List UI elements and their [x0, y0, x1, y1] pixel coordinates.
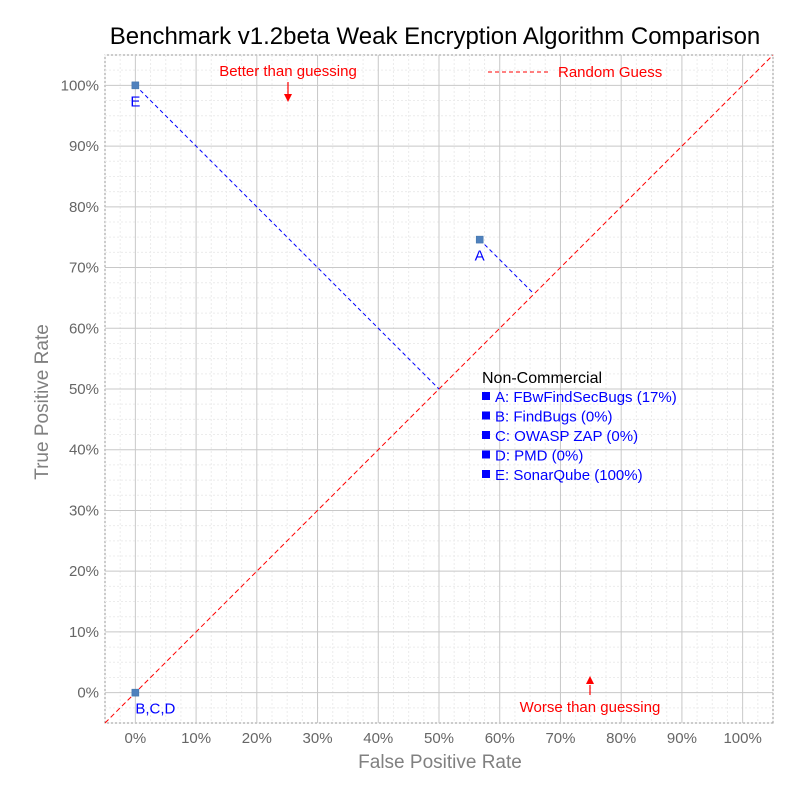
y-tick-label: 10% [69, 624, 99, 641]
legend-swatch [482, 450, 490, 459]
down-arrow-icon [284, 82, 292, 102]
y-tick-label: 80% [69, 199, 99, 216]
legend-item: C: OWASP ZAP (0%) [495, 428, 638, 445]
y-tick-label: 70% [69, 260, 99, 277]
x-axis-ticks: 0% 10% 20% 30% 40% 50% 60% 70% 80% 90% 100% [125, 730, 762, 747]
tool-legend: Non-Commercial A: FBwFindSecBugs (17%) B:… [482, 370, 677, 484]
data-point [131, 688, 140, 697]
legend-heading: Non-Commercial [482, 370, 602, 387]
legend-item: D: PMD (0%) [495, 448, 583, 465]
legend-item: A: FBwFindSecBugs (17%) [495, 389, 677, 406]
y-tick-label: 50% [69, 381, 99, 398]
x-tick-label: 30% [303, 730, 333, 747]
x-tick-label: 0% [125, 730, 147, 747]
x-tick-label: 90% [667, 730, 697, 747]
point-label: A [475, 248, 485, 265]
y-tick-label: 20% [69, 563, 99, 580]
x-tick-label: 60% [485, 730, 515, 747]
y-tick-label: 100% [61, 77, 99, 94]
projection-line [135, 85, 440, 390]
data-points: A E B,C,D [130, 81, 485, 718]
legend-item: E: SonarQube (100%) [495, 467, 643, 484]
data-point [131, 81, 140, 90]
reference-legend-label: Random Guess [558, 64, 662, 81]
point-label: E [130, 93, 140, 110]
x-tick-label: 40% [363, 730, 393, 747]
y-tick-label: 60% [69, 320, 99, 337]
worse-than-guessing-label: Worse than guessing [520, 699, 661, 716]
x-tick-label: 50% [424, 730, 454, 747]
x-tick-label: 80% [606, 730, 636, 747]
up-arrow-icon [586, 676, 594, 695]
y-tick-label: 90% [69, 138, 99, 155]
chart-title: Benchmark v1.2beta Weak Encryption Algor… [110, 23, 761, 50]
y-tick-label: 0% [77, 685, 99, 702]
legend-swatch [482, 470, 490, 478]
x-tick-label: 20% [242, 730, 272, 747]
projection-lines [135, 85, 535, 390]
y-axis-title: True Positive Rate [32, 324, 53, 480]
legend-swatch [482, 392, 490, 400]
better-than-guessing-label: Better than guessing [219, 63, 357, 80]
y-tick-label: 30% [69, 502, 99, 519]
legend-swatch [482, 411, 490, 420]
y-axis-ticks: 0% 10% 20% 30% 40% 50% 60% 70% 80% 90% 100% [61, 77, 99, 701]
projection-line [479, 239, 535, 295]
point-label: B,C,D [135, 701, 175, 718]
legend-item: B: FindBugs (0%) [495, 409, 613, 426]
reference-legend: Random Guess [488, 64, 662, 81]
y-tick-label: 40% [69, 442, 99, 459]
x-tick-label: 10% [181, 730, 211, 747]
x-tick-label: 70% [545, 730, 575, 747]
x-axis-title: False Positive Rate [358, 752, 522, 773]
data-point [475, 235, 484, 244]
x-tick-label: 100% [723, 730, 761, 747]
legend-swatch [482, 431, 490, 439]
